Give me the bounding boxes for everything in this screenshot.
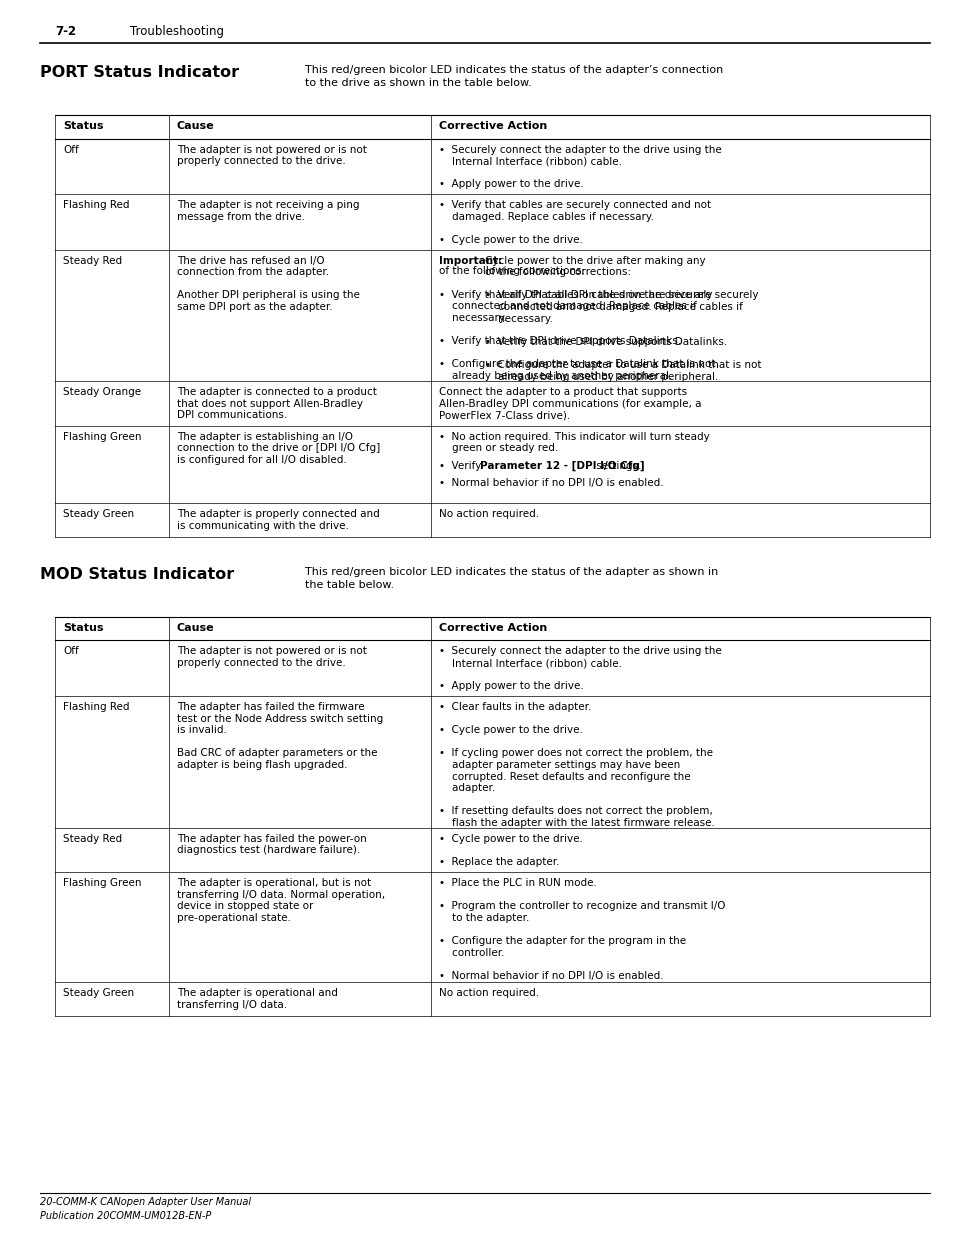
Text: settings.: settings.: [593, 461, 641, 471]
Text: PORT Status Indicator: PORT Status Indicator: [40, 65, 239, 80]
Text: Status: Status: [63, 622, 103, 632]
Text: Cycle power to the drive after making any
of the following corrections:

•  Veri: Cycle power to the drive after making an…: [484, 256, 760, 382]
Text: The adapter is operational, but is not
transferring I/O data. Normal operation,
: The adapter is operational, but is not t…: [176, 878, 384, 923]
Text: Steady Orange: Steady Orange: [63, 388, 141, 398]
Text: No action required.: No action required.: [438, 988, 538, 998]
Text: green or steady red.: green or steady red.: [438, 443, 558, 453]
Text: Corrective Action: Corrective Action: [438, 622, 547, 632]
Text: The drive has refused an I/O
connection from the adapter.

Another DPI periphera: The drive has refused an I/O connection …: [176, 256, 359, 312]
Text: The adapter has failed the firmware
test or the Node Address switch setting
is i: The adapter has failed the firmware test…: [176, 701, 382, 769]
Text: Publication 20COMM-UM012B-EN-P: Publication 20COMM-UM012B-EN-P: [40, 1212, 211, 1221]
Text: Flashing Green: Flashing Green: [63, 432, 141, 442]
Text: The adapter is connected to a product
that does not support Allen-Bradley
DPI co: The adapter is connected to a product th…: [176, 388, 376, 420]
Text: •  Securely connect the adapter to the drive using the
    Internal Interface (r: • Securely connect the adapter to the dr…: [438, 144, 721, 189]
Text: The adapter has failed the power-on
diagnostics test (hardware failure).: The adapter has failed the power-on diag…: [176, 834, 366, 855]
Text: Flashing Green: Flashing Green: [63, 878, 141, 888]
Text: Steady Green: Steady Green: [63, 988, 134, 998]
Text: Flashing Red: Flashing Red: [63, 200, 130, 210]
Text: •  Clear faults in the adapter.

•  Cycle power to the drive.

•  If cycling pow: • Clear faults in the adapter. • Cycle p…: [438, 701, 715, 827]
Text: •  No action required. This indicator will turn steady: • No action required. This indicator wil…: [438, 432, 709, 442]
Text: Steady Green: Steady Green: [63, 509, 134, 519]
Text: Corrective Action: Corrective Action: [438, 121, 547, 131]
Text: The adapter is properly connected and
is communicating with the drive.: The adapter is properly connected and is…: [176, 509, 379, 531]
Text: Steady Red: Steady Red: [63, 834, 122, 844]
Text: 20-COMM-K CANopen Adapter User Manual: 20-COMM-K CANopen Adapter User Manual: [40, 1197, 251, 1207]
Text: Cause: Cause: [176, 622, 214, 632]
Text: Steady Red: Steady Red: [63, 256, 122, 266]
Text: The adapter is not powered or is not
properly connected to the drive.: The adapter is not powered or is not pro…: [176, 144, 366, 167]
Text: •  Verify that cables are securely connected and not
    damaged. Replace cables: • Verify that cables are securely connec…: [438, 200, 711, 245]
Text: Important:: Important:: [438, 256, 506, 266]
Text: The adapter is not powered or is not
properly connected to the drive.: The adapter is not powered or is not pro…: [176, 646, 366, 668]
Text: Flashing Red: Flashing Red: [63, 701, 130, 711]
Text: •  Normal behavior if no DPI I/O is enabled.: • Normal behavior if no DPI I/O is enabl…: [438, 478, 663, 489]
Text: Parameter 12 - [DPI I/O Cfg]: Parameter 12 - [DPI I/O Cfg]: [479, 461, 643, 471]
Text: •  Securely connect the adapter to the drive using the
    Internal Interface (r: • Securely connect the adapter to the dr…: [438, 646, 721, 692]
Text: of the following corrections:

•  Verify that all DPI cables on the drive are se: of the following corrections: • Verify t…: [438, 267, 715, 380]
Text: The adapter is operational and
transferring I/O data.: The adapter is operational and transferr…: [176, 988, 337, 1010]
Text: This red/green bicolor LED indicates the status of the adapter as shown in
the t: This red/green bicolor LED indicates the…: [305, 567, 718, 590]
Text: Status: Status: [63, 121, 103, 131]
Text: The adapter is not receiving a ping
message from the drive.: The adapter is not receiving a ping mess…: [176, 200, 359, 222]
Text: •  Place the PLC in RUN mode.

•  Program the controller to recognize and transm: • Place the PLC in RUN mode. • Program t…: [438, 878, 725, 981]
Text: •  Cycle power to the drive.

•  Replace the adapter.: • Cycle power to the drive. • Replace th…: [438, 834, 582, 867]
Text: 7-2: 7-2: [55, 25, 76, 38]
Text: The adapter is establishing an I/O
connection to the drive or [DPI I/O Cfg]
is c: The adapter is establishing an I/O conne…: [176, 432, 379, 466]
Text: Troubleshooting: Troubleshooting: [130, 25, 224, 38]
Text: Cause: Cause: [176, 121, 214, 131]
Text: •  Verify: • Verify: [438, 461, 484, 471]
Text: MOD Status Indicator: MOD Status Indicator: [40, 567, 234, 582]
Text: No action required.: No action required.: [438, 509, 538, 519]
Text: Off: Off: [63, 646, 79, 657]
Text: This red/green bicolor LED indicates the status of the adapter’s connection
to t: This red/green bicolor LED indicates the…: [305, 65, 722, 88]
Text: Connect the adapter to a product that supports
Allen-Bradley DPI communications : Connect the adapter to a product that su…: [438, 388, 701, 420]
Text: Off: Off: [63, 144, 79, 154]
